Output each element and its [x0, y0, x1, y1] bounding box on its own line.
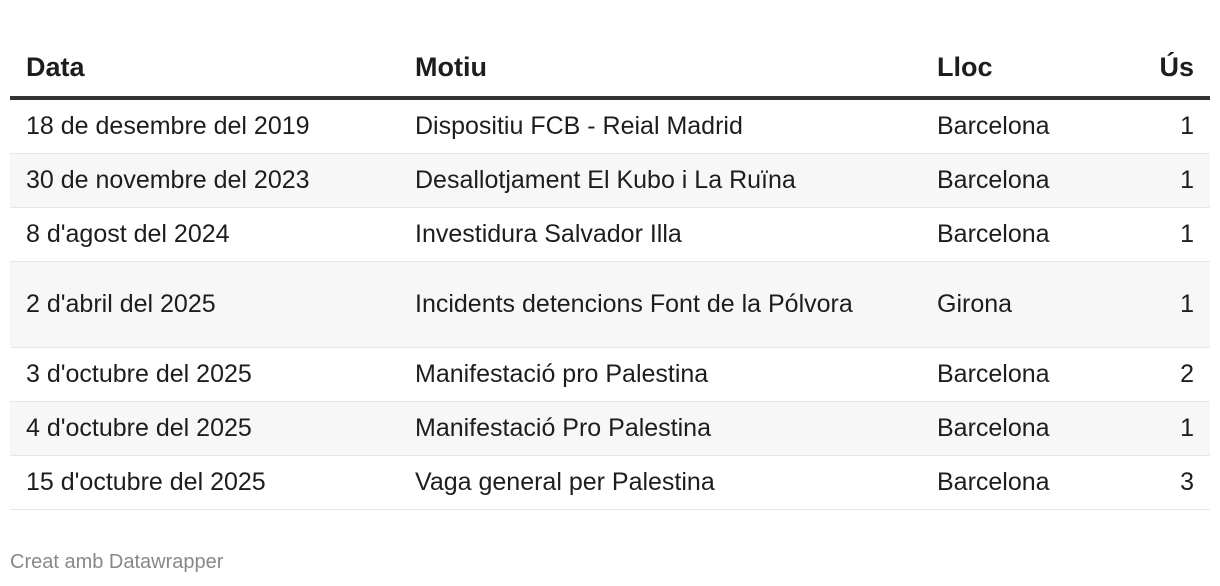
table-row: 4 d'octubre del 2025 Manifestació Pro Pal… [10, 401, 1210, 456]
cell-data: 2 d'abril del 2025 [10, 261, 399, 348]
cell-us: 1 [1133, 207, 1210, 262]
cell-motiu: Manifestació pro Palestina [399, 347, 921, 402]
cell-motiu: Desallotjament El Kubo i La Ruïna [399, 153, 921, 208]
column-header-us[interactable]: Ús [1133, 38, 1210, 100]
cell-us: 2 [1133, 347, 1210, 402]
cell-motiu: Vaga general per Palestina [399, 455, 921, 510]
cell-us: 1 [1133, 98, 1210, 154]
column-header-motiu[interactable]: Motiu [399, 38, 921, 100]
cell-data: 15 d'octubre del 2025 [10, 455, 399, 510]
table-row: 3 d'octubre del 2025 Manifestació pro Pal… [10, 347, 1210, 402]
data-table: Data Motiu Lloc Ús 18 de desembre del 20… [10, 38, 1210, 510]
table-row: 8 d'agost del 2024 Investidura Salvador I… [10, 207, 1210, 262]
cell-lloc: Barcelona [921, 98, 1133, 154]
table-row: 30 de novembre del 2023 Desallotjament El… [10, 153, 1210, 208]
cell-us: 1 [1133, 261, 1210, 348]
cell-motiu: Investidura Salvador Illa [399, 207, 921, 262]
cell-us: 1 [1133, 153, 1210, 208]
cell-motiu: Incidents detencions Font de la Pólvora [399, 261, 921, 348]
cell-lloc: Girona [921, 261, 1133, 348]
cell-lloc: Barcelona [921, 455, 1133, 510]
table-row: 2 d'abril del 2025 Incidents detencions F… [10, 261, 1210, 348]
table-row: 15 d'octubre del 2025 Vaga general per Pa… [10, 455, 1210, 510]
cell-data: 8 d'agost del 2024 [10, 207, 399, 262]
cell-lloc: Barcelona [921, 401, 1133, 456]
cell-motiu: Manifestació Pro Palestina [399, 401, 921, 456]
table-row: 18 de desembre del 2019 Dispositiu FCB - … [10, 98, 1210, 154]
cell-us: 3 [1133, 455, 1210, 510]
cell-lloc: Barcelona [921, 347, 1133, 402]
datawrapper-credit[interactable]: Creat amb Datawrapper [10, 551, 224, 573]
cell-us: 1 [1133, 401, 1210, 456]
cell-motiu: Dispositiu FCB - Reial Madrid [399, 98, 921, 154]
cell-data: 30 de novembre del 2023 [10, 153, 399, 208]
cell-data: 4 d'octubre del 2025 [10, 401, 399, 456]
cell-lloc: Barcelona [921, 207, 1133, 262]
header-row: Data Motiu Lloc Ús [10, 38, 1210, 100]
cell-data: 18 de desembre del 2019 [10, 98, 399, 154]
column-header-data[interactable]: Data [10, 38, 399, 100]
cell-lloc: Barcelona [921, 153, 1133, 208]
cell-data: 3 d'octubre del 2025 [10, 347, 399, 402]
column-header-lloc[interactable]: Lloc [921, 38, 1133, 100]
